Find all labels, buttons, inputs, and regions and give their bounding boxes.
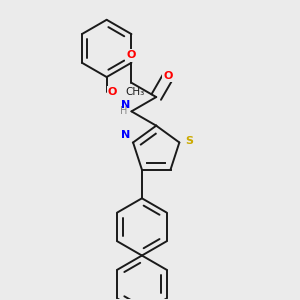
- Text: H: H: [120, 106, 128, 116]
- Text: S: S: [186, 136, 194, 146]
- Text: O: O: [164, 71, 173, 81]
- Text: CH₃: CH₃: [125, 87, 145, 97]
- Text: O: O: [127, 50, 136, 60]
- Text: N: N: [121, 130, 130, 140]
- Text: O: O: [108, 87, 117, 97]
- Text: N: N: [121, 100, 130, 110]
